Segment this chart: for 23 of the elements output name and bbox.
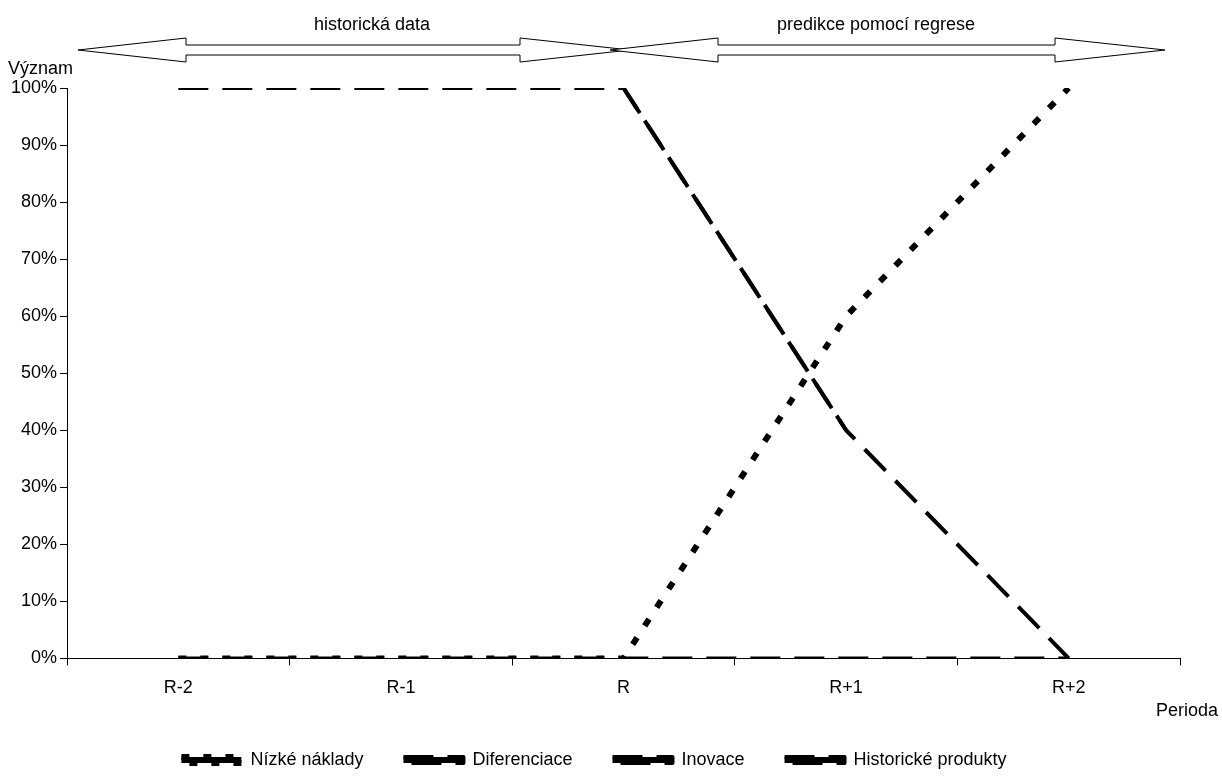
legend-label: Diferenciace	[472, 748, 573, 769]
y-tick-label: 90%	[21, 134, 58, 155]
x-axis-title: Perioda	[1155, 700, 1219, 721]
text: predikce pomocí regrese	[776, 14, 976, 35]
y-tick-label: 80%	[21, 191, 58, 212]
legend-label: Nízké náklady	[250, 748, 364, 769]
y-tick-label: 20%	[21, 533, 58, 554]
y-tick-label: 40%	[21, 419, 58, 440]
y-tick-label: 10%	[21, 590, 58, 611]
x-tick-label: R+2	[1051, 677, 1086, 698]
x-tick-label: R+1	[829, 677, 863, 698]
legend-label: Inovace	[681, 748, 745, 769]
y-tick-label: 30%	[21, 476, 58, 497]
y-tick-label: 70%	[21, 248, 58, 269]
legend-label: Historické produkty	[853, 748, 1007, 769]
x-tick-label: R	[617, 677, 631, 698]
y-tick-label: 0%	[31, 647, 58, 668]
text: historická data	[313, 14, 431, 35]
x-tick-label: R-1	[386, 677, 416, 698]
y-tick-label: 60%	[21, 305, 58, 326]
y-axis-title: Význam	[8, 57, 74, 78]
x-tick-label: R-2	[163, 677, 193, 698]
y-tick-label: 50%	[21, 362, 58, 383]
